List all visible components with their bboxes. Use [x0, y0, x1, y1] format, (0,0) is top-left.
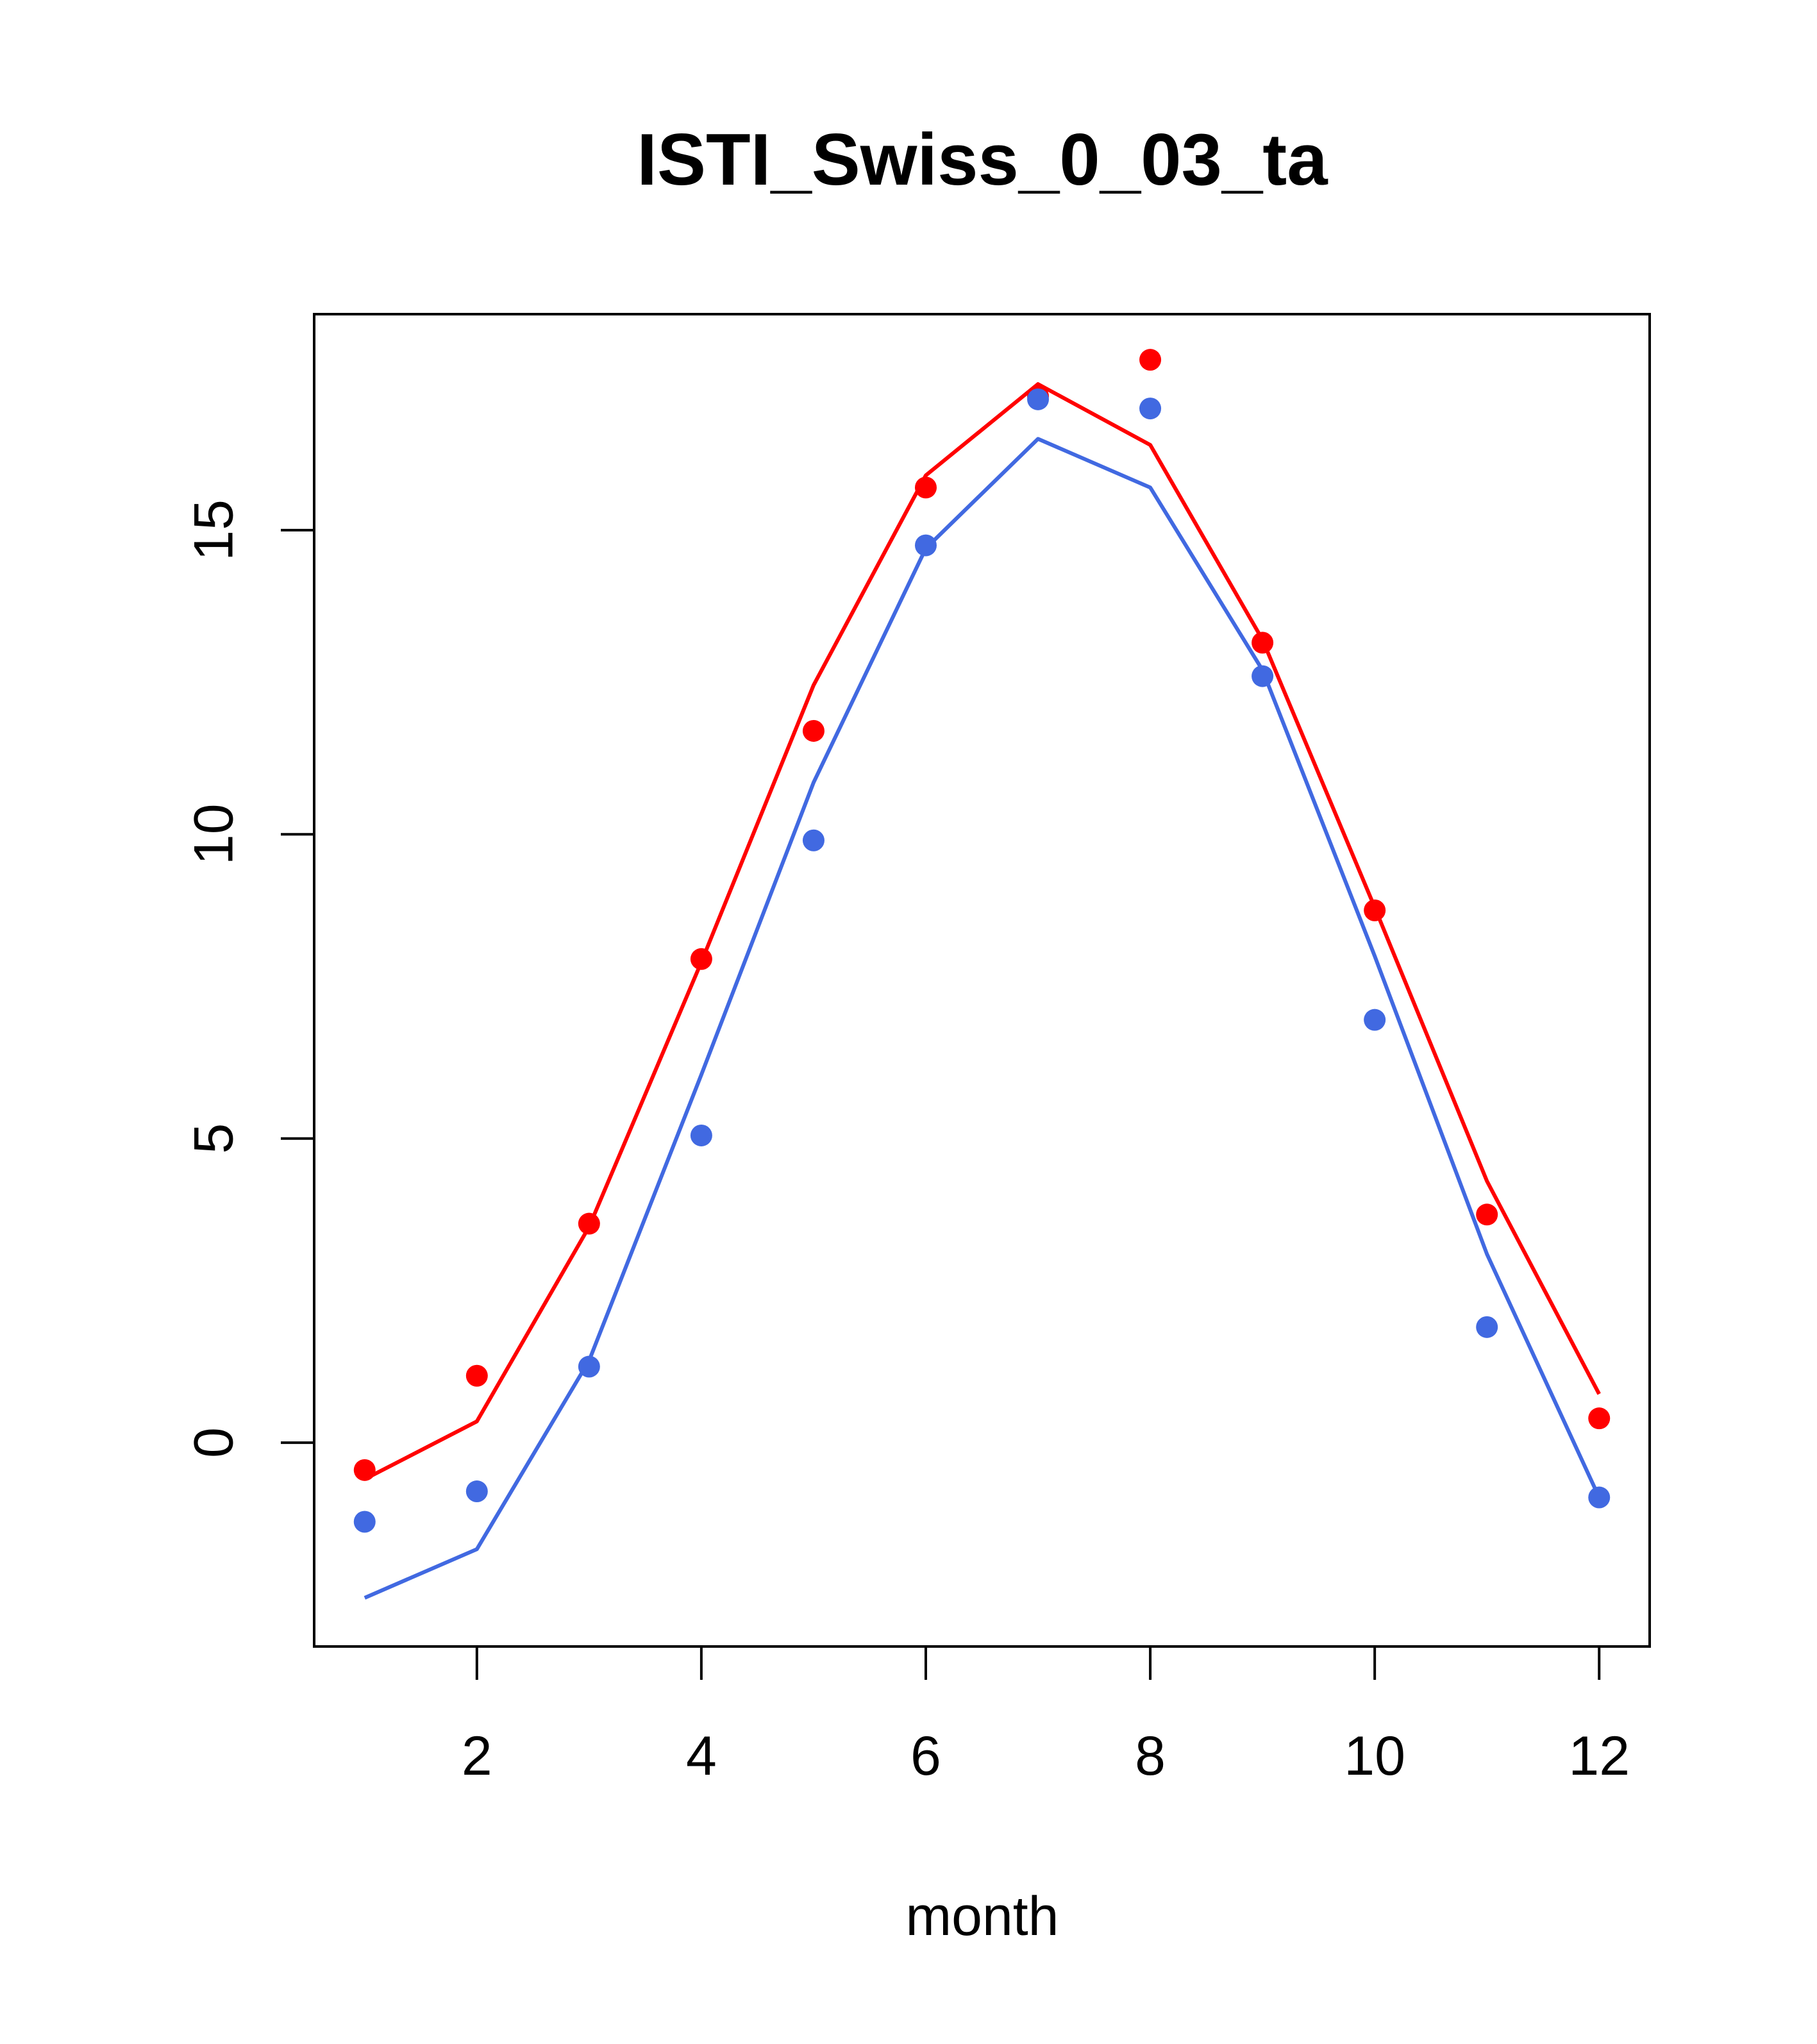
series-1-point [1588, 1407, 1611, 1430]
x-tick-label: 8 [1135, 1725, 1166, 1787]
series-1-point [802, 719, 825, 742]
series-2-point [802, 829, 825, 851]
y-tick-label: 0 [183, 1427, 245, 1458]
x-axis: 2 4 6 8 10 12 [462, 1645, 1630, 1787]
series-1-point [690, 948, 712, 970]
series-1-point [1364, 899, 1386, 921]
series-1-point [1139, 349, 1162, 371]
series-1-point [914, 476, 937, 499]
x-tick-label: 12 [1568, 1725, 1630, 1787]
y-tick-label: 10 [183, 803, 245, 865]
series-2-point [690, 1124, 712, 1146]
series-1-point [465, 1364, 488, 1387]
series-1-point [1476, 1203, 1498, 1226]
x-tick-label: 2 [462, 1725, 492, 1787]
series-2-point [1139, 398, 1162, 420]
series-1-point [1252, 632, 1274, 654]
plot-frame [313, 313, 1651, 1648]
x-tick-label: 4 [686, 1725, 717, 1787]
series-1-point [578, 1212, 600, 1235]
series-2-line [364, 437, 1601, 1600]
y-tick-label: 15 [183, 499, 245, 561]
series-2-point [465, 1480, 488, 1503]
series-2-point [1476, 1316, 1498, 1338]
series-2-point [1252, 665, 1274, 687]
series-2-point [914, 534, 937, 557]
x-tick-label: 6 [910, 1725, 941, 1787]
y-tick-label: 5 [183, 1123, 245, 1154]
series-1-line [364, 382, 1601, 1481]
x-axis-label: month [905, 1886, 1059, 1947]
series-2-point [578, 1355, 600, 1378]
y-axis: 0 5 10 15 [183, 499, 315, 1458]
series-1-point [353, 1459, 376, 1481]
series-2-point [1027, 388, 1050, 410]
x-tick-label: 10 [1344, 1725, 1405, 1787]
series-2-point [1364, 1009, 1386, 1031]
series-layer [353, 349, 1611, 1600]
series-2-point [1588, 1486, 1611, 1509]
series-2-point [353, 1511, 376, 1533]
chart-title: ISTI_Swiss_0_03_ta [637, 119, 1328, 201]
